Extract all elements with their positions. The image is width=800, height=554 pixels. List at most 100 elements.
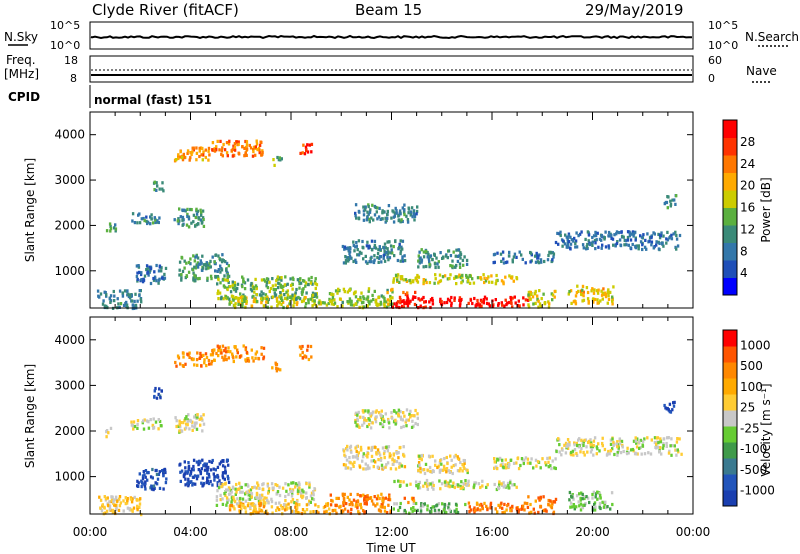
velocity-panel-colorbar-swatch (723, 490, 737, 507)
power-panel-echo-cell (574, 241, 577, 245)
power-panel-echo-cell (559, 230, 562, 234)
power-panel-echo-cell (310, 142, 314, 146)
velocity-panel-echo-cell (149, 486, 152, 490)
velocity-panel-echo-cell (271, 366, 274, 370)
velocity-panel-echo-cell (294, 482, 298, 486)
velocity-panel-echo-cell (499, 463, 502, 467)
velocity-panel-echo-cell (325, 502, 328, 506)
power-panel-echo-cell (425, 264, 428, 269)
velocity-panel-echo-cell (232, 359, 235, 364)
velocity-panel-echo-cell (98, 495, 101, 499)
velocity-panel-echo-cell (439, 458, 442, 463)
velocity-panel-echo-cell (398, 484, 402, 488)
velocity-panel-echo-cell (141, 477, 145, 481)
velocity-panel-echo-cell (394, 422, 397, 426)
power-panel-echo-cell (153, 216, 156, 220)
power-panel-echo-cell (108, 222, 112, 226)
power-panel-echo-cell (195, 151, 199, 155)
power-panel-echo-cell (180, 276, 183, 280)
velocity-panel-echo-cell (371, 421, 374, 425)
power-panel-echo-cell (455, 275, 458, 279)
power-panel-echo-cell (102, 299, 105, 303)
velocity-panel-echo-cell (216, 475, 220, 479)
velocity-panel-echo-cell (220, 348, 223, 352)
power-panel-echo-cell (253, 290, 256, 294)
velocity-panel-echo-cell (136, 479, 139, 483)
velocity-panel-echo-cell (306, 344, 310, 348)
velocity-panel-echo-cell (226, 498, 229, 502)
velocity-panel-echo-cell (372, 459, 376, 463)
velocity-panel-echo-cell (629, 448, 633, 452)
power-panel-echo-cell (631, 230, 635, 234)
power-panel-echo-cell (411, 215, 414, 219)
power-panel-echo-cell (403, 259, 407, 263)
velocity-panel-echo-cell (201, 458, 204, 462)
power-panel-echo-cell (567, 240, 571, 244)
velocity-panel-echo-cell (397, 451, 400, 455)
velocity-panel-echo-cell (177, 356, 181, 360)
power-panel-echo-cell (255, 287, 258, 291)
velocity-panel-echo-cell (368, 412, 371, 416)
velocity-panel-echo-cell (224, 354, 227, 358)
velocity-panel-echo-cell (202, 483, 205, 487)
velocity-panel-echo-cell (549, 464, 552, 468)
power-panel-echo-cell (262, 292, 265, 296)
velocity-panel-echo-cell (139, 497, 142, 501)
velocity-panel-echo-cell (354, 446, 357, 450)
velocity-panel-echo-cell (527, 495, 530, 499)
power-panel-echo-cell (186, 151, 189, 155)
velocity-panel-echo-cell (108, 500, 111, 504)
velocity-panel-echo-cell (216, 465, 220, 469)
power-panel-echo-cell (511, 296, 514, 300)
velocity-panel-echo-cell (466, 482, 470, 486)
velocity-panel-echo-cell (599, 506, 602, 511)
velocity-panel-echo-cell (503, 510, 506, 514)
power-panel-echo-cell (478, 303, 482, 307)
power-panel-echo-cell (418, 250, 421, 254)
velocity-panel-echo-cell (434, 510, 437, 514)
power-panel-echo-cell (504, 275, 507, 279)
velocity-panel-echo-cell (542, 509, 545, 513)
power-panel-colorbar-swatch (723, 277, 737, 296)
power-panel-echo-cell (145, 219, 148, 223)
velocity-panel-echo-cell (352, 498, 356, 502)
power-panel-echo-cell (413, 214, 417, 218)
power-panel-echo-cell (538, 302, 542, 306)
velocity-panel-echo-cell (425, 482, 428, 486)
velocity-panel-echo-cell (132, 420, 136, 424)
velocity-panel-echo-cell (249, 493, 252, 498)
velocity-panel-echo-cell (104, 511, 107, 515)
power-panel-echo-cell (283, 293, 286, 297)
velocity-panel-echo-cell (413, 508, 416, 512)
velocity-panel-echo-cell (411, 419, 414, 423)
velocity-panel-echo-cell (225, 350, 228, 354)
velocity-panel-echo-cell (381, 496, 384, 500)
velocity-panel-echo-cell (387, 421, 391, 425)
power-panel-echo-cell (611, 299, 614, 303)
power-panel-echo-cell (628, 234, 632, 238)
velocity-panel-echo-cell (394, 467, 398, 471)
velocity-panel-echo-cell (504, 484, 507, 488)
velocity-panel-echo-cell (207, 465, 210, 469)
power-panel-echo-cell (113, 294, 116, 298)
velocity-panel-echo-cell (199, 351, 202, 355)
velocity-panel-echo-cell (461, 485, 465, 489)
power-panel-echo-cell (295, 297, 298, 301)
power-panel-echo-cell (213, 147, 216, 151)
velocity-panel-echo-cell (235, 490, 238, 494)
velocity-panel-echo-cell (511, 483, 514, 487)
power-panel-echo-cell (190, 152, 193, 156)
velocity-panel-echo-cell (118, 495, 122, 499)
power-panel-echo-cell (467, 279, 470, 283)
power-panel-echo-cell (406, 294, 409, 298)
velocity-panel-echo-cell (184, 417, 187, 421)
power-panel-echo-cell (146, 271, 149, 275)
velocity-panel-echo-cell (140, 513, 143, 517)
velocity-panel-echo-cell (551, 502, 554, 506)
velocity-panel-echo-cell (334, 503, 337, 507)
power-panel-echo-cell (280, 296, 283, 300)
power-panel-echo-cell (204, 148, 207, 152)
velocity-panel-echo-cell (342, 449, 346, 453)
power-panel-echo-cell (437, 265, 440, 269)
velocity-panel-echo-cell (229, 503, 232, 508)
